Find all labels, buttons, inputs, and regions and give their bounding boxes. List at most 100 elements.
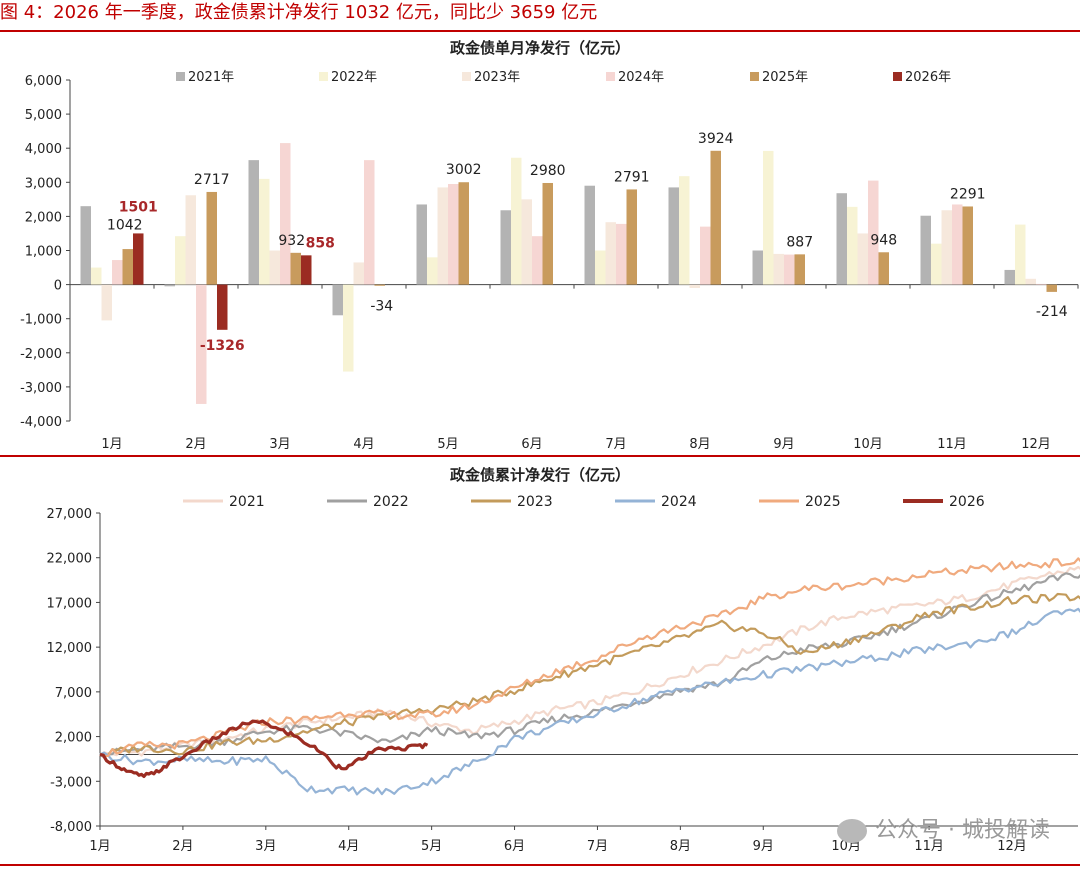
data-label: 887 [786,234,813,250]
x-tick-label: 4月 [353,437,374,452]
bar-2025年-4月 [374,284,385,286]
bar-2021年-4月 [332,284,343,316]
bar-2021年-9月 [752,250,763,285]
bar-2025年-3月 [290,252,301,285]
bar-2026年-1月 [133,233,144,285]
bar-2024年-7月 [616,223,627,285]
bar-2022年-7月 [595,250,606,285]
bar-2022年-11月 [931,243,942,285]
bar-2022年-12月 [1015,224,1026,285]
data-label: 2291 [950,186,986,202]
bar-2022年-4月 [343,284,354,372]
y-tick-label: -3,000 [50,775,92,790]
y-tick-label: 4,000 [25,142,62,157]
chart-title: 政金债累计净发行（亿元） [450,466,630,484]
bar-2023年-12月 [1025,278,1036,285]
legend-swatch [176,72,185,81]
bar-2023年-8月 [689,284,700,289]
data-label: 2717 [194,172,230,188]
bar-2025年-12月 [1046,284,1057,292]
y-tick-label: -3,000 [20,381,62,396]
legend-swatch [606,72,615,81]
y-tick-label: -4,000 [20,415,62,430]
bar-2021年-6月 [500,210,511,285]
bar-2025年-5月 [458,182,469,285]
y-tick-label: 2,000 [55,731,92,746]
bar-2024年-4月 [364,160,375,285]
y-tick-label: 2,000 [25,210,62,225]
bar-2026年-3月 [301,255,312,285]
bar-2024年-1月 [112,260,123,285]
bar-2025年-6月 [542,182,553,285]
x-tick-label: 2月 [185,437,206,452]
x-tick-label: 8月 [689,437,710,452]
legend-swatch [750,72,759,81]
bar-2022年-5月 [427,257,438,285]
series-line-2026 [99,719,429,778]
bar-2024年-2月 [196,284,207,404]
bar-2021年-8月 [668,187,679,285]
x-tick-label: 7月 [587,839,608,854]
legend-label: 2025年 [762,70,808,85]
bar-2024年-11月 [952,204,963,285]
data-label: 1501 [119,199,158,215]
x-tick-label: 8月 [670,839,691,854]
legend-label: 2021 [229,494,265,510]
bar-2025年-8月 [710,150,721,285]
bar-2021年-10月 [836,193,847,285]
bar-2024年-5月 [448,184,459,285]
x-tick-label: 5月 [421,839,442,854]
bar-2022年-2月 [175,236,186,285]
bar-2021年-2月 [164,284,175,287]
bottom-rule [0,864,1080,866]
bar-2023年-4月 [353,262,364,285]
legend-swatch [319,72,328,81]
y-tick-label: 17,000 [47,596,93,611]
bar-2025年-7月 [626,189,637,285]
bar-2023年-1月 [101,284,112,321]
bar-2021年-7月 [584,185,595,285]
legend-label: 2026年 [905,70,951,85]
x-tick-label: 4月 [338,839,359,854]
bar-2022年-10月 [847,206,858,285]
data-label: 2791 [614,169,650,185]
series-line-2024 [99,607,1080,796]
data-label: -214 [1036,304,1068,320]
legend-label: 2026 [949,494,985,510]
bar-2023年-9月 [773,253,784,285]
y-tick-label: 7,000 [55,686,92,701]
bar-2024年-8月 [700,226,711,285]
title-rule [0,30,1080,32]
bar-2025年-10月 [878,252,889,285]
x-tick-label: 9月 [773,437,794,452]
bar-2022年-8月 [679,176,690,285]
figure-title: 图 4：2026 年一季度，政金债累计净发行 1032 亿元，同比少 3659 … [0,2,598,23]
x-tick-label: 1月 [101,437,122,452]
bar-2025年-1月 [122,249,133,285]
x-tick-label: 12月 [997,839,1027,854]
chart-title: 政金债单月净发行（亿元） [450,39,630,57]
y-tick-label: -1,000 [20,313,62,328]
legend-label: 2022年 [331,70,377,85]
cumulative-line-chart: 政金债累计净发行（亿元） 2021 2022 2023 2024 2025 2026 27,0… [47,466,1080,854]
y-tick-label: 1,000 [25,245,62,260]
legend-label: 2022 [373,494,409,510]
monthly-bar-chart: 政金债单月净发行（亿元） 2021年 2022年 2023年 2024年 2025年 202… [20,39,1079,452]
chart-divider [0,455,1080,457]
y-tick-label: 3,000 [25,176,62,191]
bar-2024年-10月 [868,180,879,285]
x-tick-label: 6月 [521,437,542,452]
legend-label: 2024年 [618,70,664,85]
data-label: 948 [870,232,897,248]
bar-2022年-9月 [763,150,774,285]
x-tick-label: 6月 [504,839,525,854]
bar-2025年-11月 [962,206,973,285]
series-line-2022 [99,572,1080,759]
bar-2024年-6月 [532,236,543,285]
x-tick-label: 11月 [914,839,944,854]
bar-2021年-5月 [416,204,427,285]
x-tick-label: 10月 [853,437,883,452]
legend-label: 2021年 [188,70,234,85]
data-label: 2980 [530,163,566,179]
bar-2023年-5月 [437,187,448,285]
